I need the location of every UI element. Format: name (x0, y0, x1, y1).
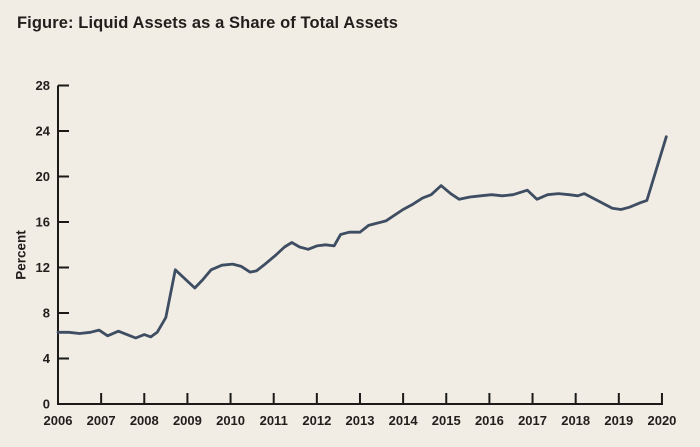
y-tick-label: 24 (36, 124, 51, 139)
x-tick-label: 2008 (130, 413, 159, 428)
x-tick-label: 2019 (604, 413, 633, 428)
chart-title: Figure: Liquid Assets as a Share of Tota… (17, 14, 399, 32)
y-tick-label: 12 (36, 260, 50, 275)
x-tick-label: 2006 (44, 413, 73, 428)
x-tick-label: 2017 (518, 413, 547, 428)
x-tick-label: 2014 (389, 413, 419, 428)
x-tick-label: 2015 (432, 413, 461, 428)
y-tick-label: 4 (43, 351, 51, 366)
x-tick-label: 2020 (647, 413, 676, 428)
x-tick-label: 2009 (173, 413, 202, 428)
x-tick-label: 2012 (302, 413, 331, 428)
y-tick-label: 8 (43, 306, 50, 321)
axis-spine (57, 85, 663, 405)
liquid-assets-line (56, 135, 668, 340)
x-tick-label: 2011 (260, 413, 288, 428)
y-tick-label: 0 (43, 397, 50, 412)
x-tick-label: 2013 (346, 413, 375, 428)
x-tick-label: 2010 (216, 413, 245, 428)
y-tick-label: 16 (36, 215, 50, 230)
x-tick-label: 2018 (561, 413, 590, 428)
y-tick-label: 28 (36, 78, 50, 93)
y-tick-label: 20 (36, 169, 50, 184)
x-tick-label: 2007 (87, 413, 116, 428)
x-tick-label: 2016 (475, 413, 504, 428)
